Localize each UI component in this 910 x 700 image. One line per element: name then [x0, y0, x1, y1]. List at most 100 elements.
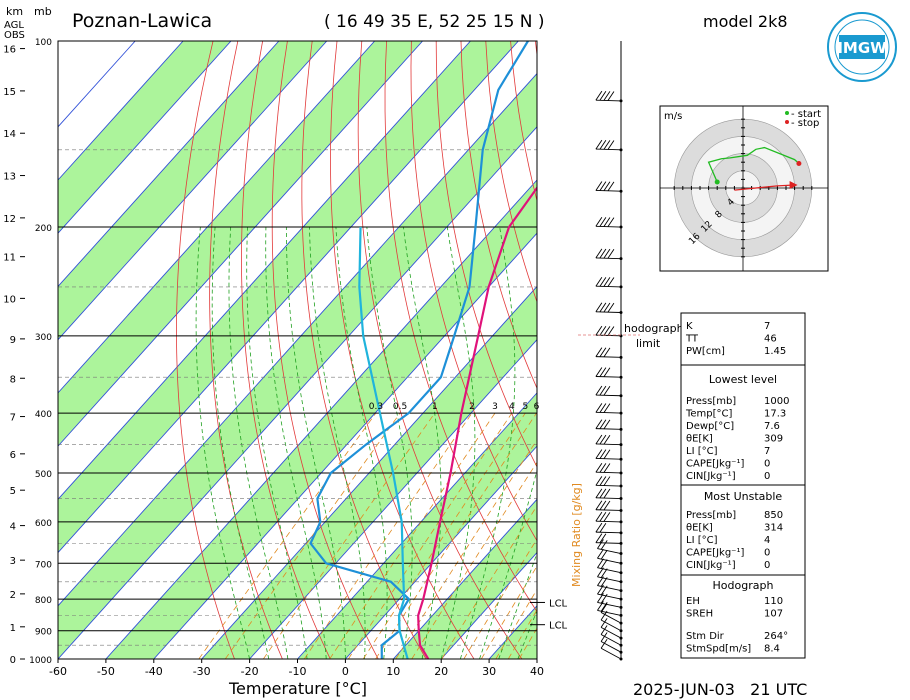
km-tick: 1	[10, 623, 16, 634]
km-tick: 12	[3, 214, 16, 225]
dry-adiabat	[271, 41, 379, 659]
isotherm-band	[58, 73, 537, 659]
mixing-ratio-tick: 2	[469, 402, 475, 412]
dry-adiabat	[485, 41, 537, 303]
isotherm-line	[58, 41, 519, 554]
index-general-value: 46	[764, 334, 777, 345]
index-lowest-label: Press[mb]	[686, 396, 736, 407]
km-tick: 11	[3, 253, 16, 264]
wind-barb	[600, 612, 622, 624]
mixing-ratio-tick: 0.5	[393, 402, 407, 412]
km-tick: 7	[10, 413, 16, 424]
isotherm-line	[345, 445, 537, 659]
mixing-ratio-tick: 6	[534, 402, 540, 412]
wind-barb	[595, 497, 622, 499]
km-tick: 5	[10, 486, 16, 497]
wind-barb	[595, 443, 622, 446]
index-hodograph-label: Stm Dir	[686, 631, 725, 642]
pressure-tick: 300	[35, 333, 52, 343]
pressure-tick: 700	[35, 560, 52, 570]
km-tick: 4	[10, 522, 16, 533]
wind-barb	[595, 471, 622, 474]
profile-parcel	[358, 227, 409, 659]
index-general-label: PW[cm]	[686, 346, 725, 357]
temperature-tick: 20	[434, 665, 448, 678]
hodograph-title: Hodograph	[713, 579, 774, 592]
isotherm-line	[58, 41, 423, 447]
temperature-tick: 0	[342, 665, 349, 678]
mixing-ratio-tick: 0.3	[369, 402, 383, 412]
index-lowest-label: CIN[Jkg⁻¹]	[686, 471, 736, 482]
dry-adiabat	[460, 41, 537, 390]
km-tick: 14	[3, 129, 16, 140]
km-label: km	[6, 5, 23, 18]
index-unstable-value: 0	[764, 548, 770, 559]
temperature-tick: -10	[289, 665, 307, 678]
mixing-ratio-tick: 5	[522, 402, 528, 412]
isotherm-band	[393, 499, 537, 659]
temperature-tick: 40	[530, 665, 544, 678]
index-hodograph-value: 264°	[764, 631, 788, 642]
hodograph-ring-label: 8	[714, 209, 725, 220]
isotherm-line	[58, 41, 280, 288]
index-lowest-label: Dewp[°C]	[686, 421, 734, 432]
temperature-tick: -60	[49, 665, 67, 678]
wind-barb	[600, 641, 622, 653]
storm-motion-vector	[734, 184, 795, 191]
index-general-value: 7	[764, 321, 770, 332]
isotherm-line	[58, 126, 537, 659]
dry-adiabat	[384, 41, 537, 613]
index-unstable-label: CAPE[Jkg⁻¹]	[686, 548, 744, 559]
km-tick: 15	[3, 87, 16, 98]
km-tick: 10	[3, 294, 16, 305]
isotherm-line	[392, 498, 537, 659]
index-hodograph-label: StmSpd[m/s]	[686, 644, 751, 655]
isotherm-line	[58, 41, 376, 394]
isotherm-line	[58, 72, 537, 607]
hodograph-units: m/s	[664, 111, 682, 122]
station-coords: ( 16 49 35 E, 52 25 15 N )	[324, 12, 545, 32]
agl-label: AGL	[4, 20, 24, 31]
index-unstable-label: θE[K]	[686, 523, 713, 534]
dry-adiabat	[209, 41, 283, 659]
wind-barb	[600, 647, 622, 660]
km-tick: 6	[10, 450, 16, 461]
index-unstable-value: 850	[764, 510, 783, 521]
wind-barb	[595, 428, 622, 430]
isotherm-line	[58, 41, 184, 181]
km-tick: 0	[10, 655, 16, 666]
hodograph-limit-label-2: limit	[636, 337, 661, 350]
pressure-tick: 600	[35, 519, 52, 529]
moist-adiabat	[517, 609, 537, 659]
pressure-tick: 400	[35, 410, 52, 420]
wind-barb	[595, 484, 622, 487]
hodograph-start-point	[714, 179, 720, 185]
x-axis-title: Temperature [°C]	[228, 679, 367, 698]
profile-temperature	[417, 185, 537, 659]
mixing-ratio-tick: 3	[492, 402, 498, 412]
dry-adiabat	[301, 41, 427, 659]
mixing-ratio-line	[518, 627, 537, 659]
index-unstable-value: 314	[764, 523, 783, 534]
index-lowest-value: 17.3	[764, 409, 786, 420]
index-general-label: TT	[685, 334, 699, 345]
mixing-ratio-tick: 1	[432, 402, 438, 412]
dry-adiabat	[176, 41, 235, 659]
dry-adiabat	[330, 41, 475, 659]
hodograph-legend-stop: - stop	[791, 118, 819, 129]
moist-adiabat	[309, 227, 366, 659]
dry-adiabat	[410, 41, 537, 542]
temperature-tick: -50	[97, 665, 115, 678]
imgw-logo: IMGW	[827, 12, 897, 82]
index-lowest-label: θE[K]	[686, 434, 713, 445]
wind-barb	[600, 626, 622, 639]
temperature-tick: -30	[193, 665, 211, 678]
model-label: model 2k8	[703, 12, 788, 31]
wind-barb	[595, 509, 622, 511]
moist-adiabat	[265, 227, 327, 659]
isotherm-line	[153, 232, 537, 659]
isotherm-line	[249, 338, 537, 659]
wind-barb	[600, 619, 622, 632]
temperature-tick: -20	[241, 665, 259, 678]
lcl-label: LCL	[549, 621, 568, 632]
